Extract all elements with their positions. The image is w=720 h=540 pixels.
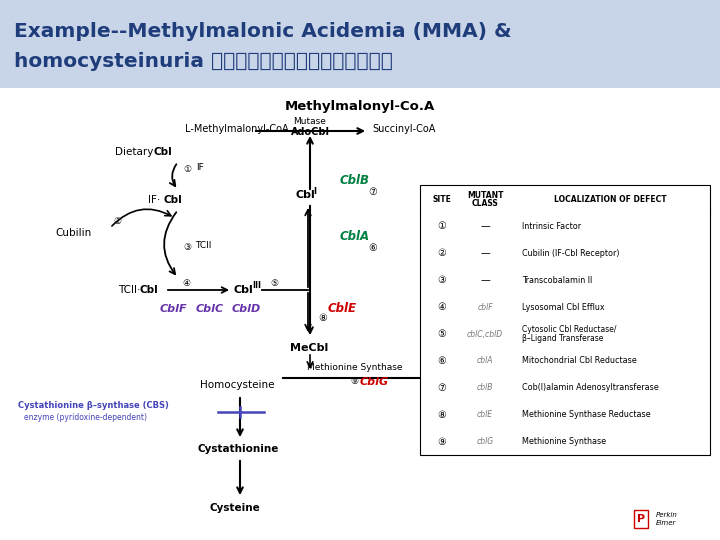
Text: ④: ④ [438, 302, 446, 312]
Text: IF: IF [196, 164, 204, 172]
Text: ⑧: ⑧ [318, 313, 327, 323]
Text: CblG: CblG [360, 377, 389, 387]
Text: Mutase: Mutase [294, 117, 326, 125]
Text: Cytosolic Cbl Reductase/: Cytosolic Cbl Reductase/ [522, 325, 616, 334]
Text: Cubilin (IF-Cbl Receptor): Cubilin (IF-Cbl Receptor) [522, 249, 619, 258]
Text: ⑨: ⑨ [350, 377, 358, 387]
Text: Dietary: Dietary [115, 147, 153, 157]
Text: Cystathionine β–synthase (CBS): Cystathionine β–synthase (CBS) [18, 402, 169, 410]
Text: III: III [252, 281, 261, 291]
Text: Transcobalamin II: Transcobalamin II [522, 276, 593, 285]
Text: Cbl: Cbl [234, 285, 253, 295]
Bar [634, 510, 648, 528]
Text: cblC,cblD: cblC,cblD [467, 329, 503, 339]
Text: cblB: cblB [477, 383, 493, 392]
Text: CblB: CblB [340, 174, 370, 187]
Text: cblE: cblE [477, 410, 493, 419]
Text: Cystathionine: Cystathionine [198, 444, 279, 454]
Text: ⑦: ⑦ [438, 383, 446, 393]
Bar [0, 88, 720, 540]
Text: ③: ③ [183, 244, 191, 253]
Bar [0, 0, 720, 88]
Text: Mitochondrial Cbl Reductase: Mitochondrial Cbl Reductase [522, 356, 636, 366]
Text: ⑥: ⑥ [438, 356, 446, 366]
Text: ⑦: ⑦ [368, 187, 377, 197]
Text: Cubilin: Cubilin [55, 228, 91, 238]
Text: LOCALIZATION OF DEFECT: LOCALIZATION OF DEFECT [554, 194, 666, 204]
Text: Methionine Synthase Reductase: Methionine Synthase Reductase [522, 410, 651, 419]
Text: Succinyl-CoA: Succinyl-CoA [372, 124, 436, 134]
Text: Cbl: Cbl [153, 147, 172, 157]
Text: MUTANT: MUTANT [467, 191, 503, 199]
Text: CblE: CblE [328, 301, 357, 314]
Text: L-Methylmalonyl-CoA: L-Methylmalonyl-CoA [185, 124, 289, 134]
Text: Perkin: Perkin [656, 512, 678, 518]
Text: Cysteine: Cysteine [210, 503, 261, 513]
Text: Elmer: Elmer [656, 520, 676, 526]
Text: ⑥: ⑥ [368, 243, 377, 253]
Text: cblF: cblF [477, 302, 492, 312]
Text: CblD: CblD [232, 304, 261, 314]
Text: Example--Methylmalonic Acidemia (MMA) &: Example--Methylmalonic Acidemia (MMA) & [14, 22, 512, 41]
Text: Lysosomal Cbl Efflux: Lysosomal Cbl Efflux [522, 302, 605, 312]
Text: ⑧: ⑧ [438, 410, 446, 420]
Bar [420, 185, 710, 455]
Text: —: — [480, 221, 490, 232]
Text: ⑨: ⑨ [438, 436, 446, 447]
Text: β–Ligand Transferase: β–Ligand Transferase [522, 334, 603, 343]
Text: AdoCbl: AdoCbl [290, 127, 330, 137]
Text: homocysteinuria 甲基丙二酸血症及高半胱氨酸尿症: homocysteinuria 甲基丙二酸血症及高半胱氨酸尿症 [14, 52, 393, 71]
Text: CLASS: CLASS [472, 199, 498, 208]
Text: SITE: SITE [433, 194, 451, 204]
Text: P: P [637, 514, 645, 524]
Text: enzyme (pyridoxine-dependent): enzyme (pyridoxine-dependent) [24, 414, 147, 422]
Text: CblC: CblC [196, 304, 224, 314]
Text: ③: ③ [438, 275, 446, 285]
Text: —: — [480, 275, 490, 285]
Text: ②: ② [113, 218, 121, 226]
Text: ①: ① [438, 221, 446, 232]
Text: ①: ① [183, 165, 191, 173]
Text: ⑤: ⑤ [438, 329, 446, 339]
Text: I: I [313, 186, 316, 195]
Text: Homocysteine: Homocysteine [200, 380, 274, 390]
Text: Cbl: Cbl [296, 190, 316, 200]
Text: cblG: cblG [477, 437, 494, 446]
Text: Cbl: Cbl [140, 285, 158, 295]
Text: MeCbl: MeCbl [290, 343, 328, 353]
Text: TCII: TCII [195, 241, 212, 251]
Text: CblF: CblF [160, 304, 188, 314]
Text: ⑤: ⑤ [270, 279, 278, 287]
Text: Methionine Synthase: Methionine Synthase [522, 437, 606, 446]
Text: Cbl: Cbl [164, 195, 183, 205]
Text: Methionine: Methionine [465, 369, 535, 379]
Text: TCII·: TCII· [118, 285, 140, 295]
Text: Methylmalonyl-Co.A: Methylmalonyl-Co.A [285, 100, 435, 113]
Text: Intrinsic Factor: Intrinsic Factor [522, 222, 581, 231]
Text: Methionine Synthase: Methionine Synthase [307, 363, 402, 373]
Text: ②: ② [438, 248, 446, 258]
Text: Cob(I)alamin Adenosyltransferase: Cob(I)alamin Adenosyltransferase [522, 383, 659, 392]
Text: cblA: cblA [477, 356, 493, 366]
Text: ④: ④ [182, 279, 190, 287]
Bar [630, 508, 712, 532]
Text: IF·: IF· [148, 195, 161, 205]
Text: —: — [480, 248, 490, 258]
Text: CblA: CblA [340, 231, 370, 244]
